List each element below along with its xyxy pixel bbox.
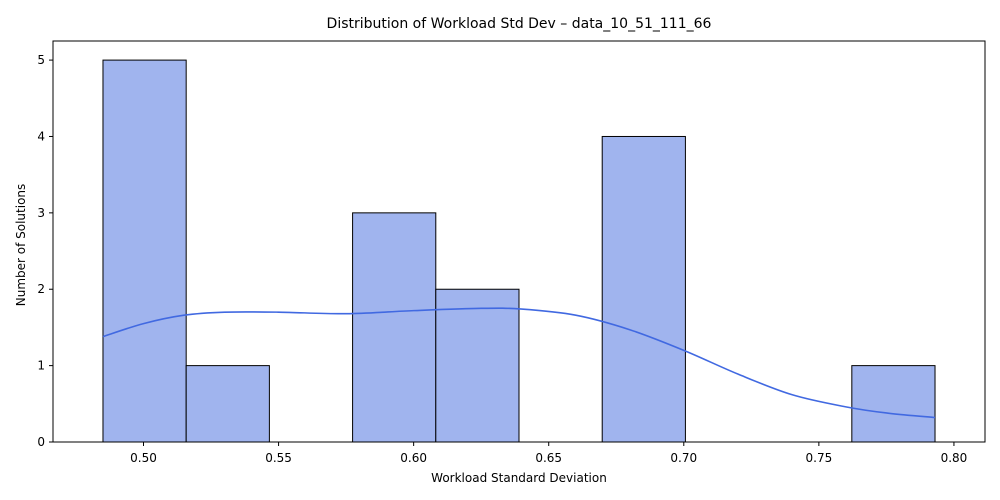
x-tick-label: 0.65 xyxy=(535,451,562,465)
kde-line xyxy=(102,307,936,419)
y-axis-label: Number of Solutions xyxy=(14,184,28,307)
histogram-bar-0 xyxy=(102,59,187,443)
x-tick-label: 0.50 xyxy=(130,451,157,465)
histogram-bar-1 xyxy=(185,365,270,443)
y-tick-label: 1 xyxy=(37,359,45,373)
y-tick-label: 4 xyxy=(37,129,45,143)
plot-area: 0.50 0.55 0.60 0.65 0.70 0.75 0.80 0 1 2 3 4 5 xyxy=(37,40,986,465)
x-tick-label: 0.55 xyxy=(265,451,292,465)
y-tick-label: 3 xyxy=(37,206,45,220)
x-axis-label: Workload Standard Deviation xyxy=(431,471,607,485)
histogram-bar-6 xyxy=(601,135,686,443)
histogram-bar-3 xyxy=(352,212,437,443)
histogram-bar-9 xyxy=(851,365,936,443)
y-tick-label: 0 xyxy=(37,435,45,449)
x-tick-label: 0.60 xyxy=(400,451,427,465)
plot-frame xyxy=(52,40,986,443)
x-tick-label: 0.75 xyxy=(806,451,833,465)
y-tick-label: 2 xyxy=(37,282,45,296)
x-tick-label: 0.70 xyxy=(670,451,697,465)
y-tick-label: 5 xyxy=(37,53,45,67)
chart-title: Distribution of Workload Std Dev – data_… xyxy=(327,16,712,32)
x-tick-label: 0.80 xyxy=(941,451,968,465)
histogram-bar-4 xyxy=(435,288,520,443)
